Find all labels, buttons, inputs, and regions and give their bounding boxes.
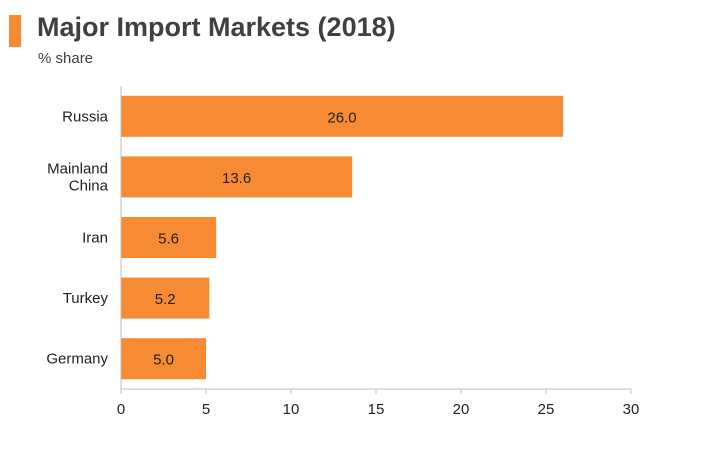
category-label-line: Mainland: [47, 160, 108, 177]
bar-1: [121, 156, 353, 198]
category-label-3: Turkey: [63, 290, 109, 307]
category-label-line: Germany: [46, 351, 108, 368]
data-label-3: 5.2: [155, 291, 176, 308]
data-label-1: 13.6: [222, 170, 251, 187]
chart-subtitle: % share: [38, 50, 94, 67]
x-tick-label-6: 30: [623, 401, 640, 418]
category-label-line: Iran: [82, 230, 108, 247]
bar-4: [121, 338, 206, 380]
data-label-2: 5.6: [158, 231, 179, 248]
data-label-4: 5.0: [153, 352, 174, 369]
x-tick-label-2: 10: [283, 401, 300, 418]
category-labels-layer: Russia Mainland China Iran Turkey Germany: [46, 108, 108, 367]
bar-2: [121, 217, 217, 258]
data-label-0: 26.0: [327, 109, 356, 126]
category-label-line: Russia: [62, 108, 109, 125]
category-label-1: Mainland China: [47, 160, 109, 194]
bar-0: [121, 95, 563, 137]
axes-layer: 0 5 10 15 20 25 30: [117, 86, 640, 418]
x-tick-label-4: 20: [453, 401, 470, 418]
category-label-2: Iran: [82, 230, 108, 247]
x-tick-label-3: 15: [368, 401, 385, 418]
title-accent-bar: [9, 15, 21, 47]
category-label-0: Russia: [62, 108, 109, 125]
category-label-line: China: [69, 177, 109, 194]
x-tick-label-1: 5: [202, 401, 210, 418]
bars-layer: 26.0 13.6 5.6 5.2 5.0: [121, 95, 563, 380]
x-tick-label-5: 25: [538, 401, 555, 418]
bar-3: [121, 277, 210, 319]
x-tick-label-0: 0: [117, 401, 125, 418]
category-label-line: Turkey: [63, 290, 109, 307]
category-label-4: Germany: [46, 351, 108, 368]
chart-title: Major Import Markets (2018): [37, 12, 396, 42]
